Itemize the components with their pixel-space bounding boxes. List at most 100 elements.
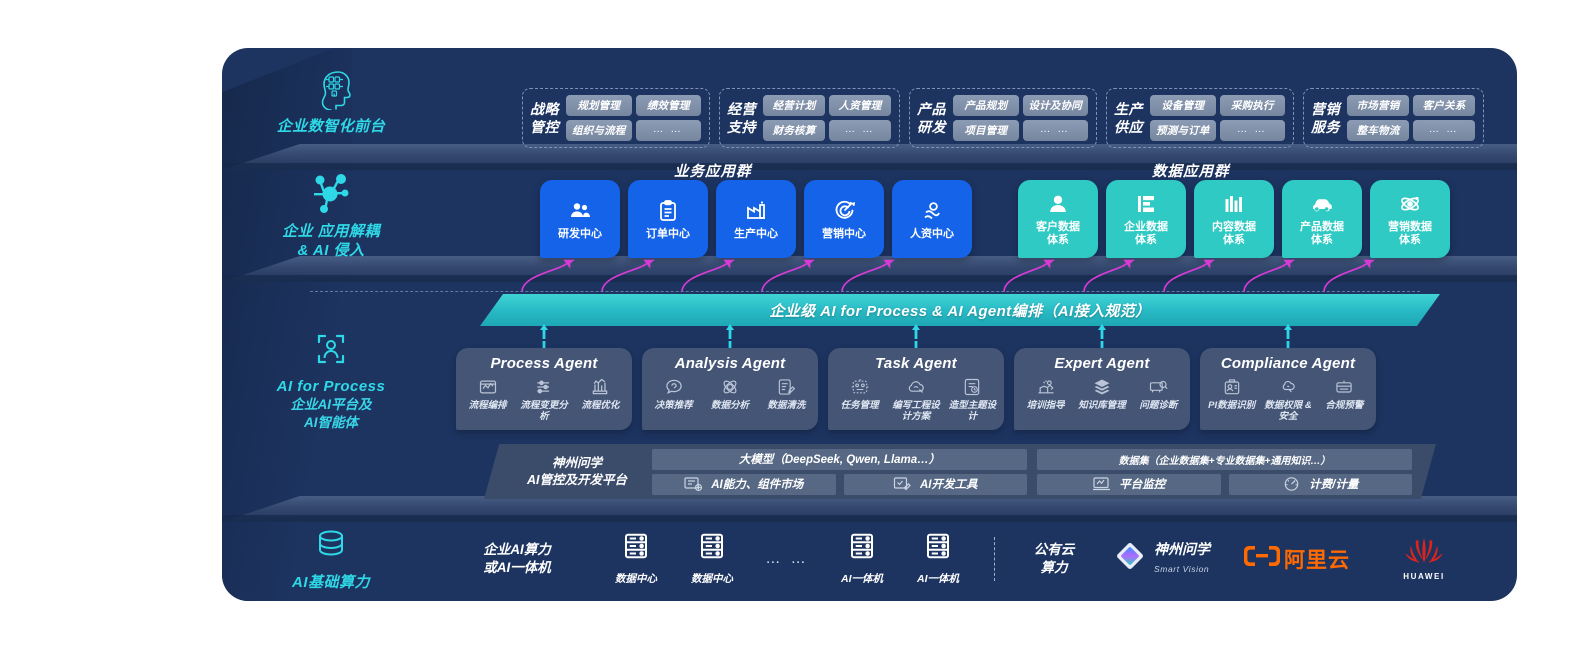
app-card[interactable]: 人资中心	[892, 180, 972, 258]
domain-chip[interactable]: 人资管理	[829, 95, 891, 116]
app-card[interactable]: 生产中心	[716, 180, 796, 258]
app-card[interactable]: 订单中心	[628, 180, 708, 258]
agent-capability-label: 编写工程设计方案	[892, 400, 940, 422]
domain-chip[interactable]: 设计及协同	[1022, 95, 1088, 116]
agent-capability[interactable]: 任务管理	[833, 376, 886, 422]
infra-node[interactable]: 数据中心	[598, 531, 674, 586]
atom-analysis-icon	[720, 376, 740, 397]
vendor-aliyun[interactable]: 阿里云	[1244, 544, 1350, 574]
clipboard-icon	[656, 198, 680, 224]
agent-capability[interactable]: 问题诊断	[1132, 376, 1185, 411]
agent-capability[interactable]: PI数据识别	[1205, 376, 1258, 422]
domain-chip[interactable]: 绩效管理	[635, 95, 701, 116]
infra-node-label: 数据中心	[615, 573, 657, 585]
vendor-huawei[interactable]: HUAWEI	[1402, 536, 1446, 581]
ai-dev-tool-cell[interactable]: AI开发工具	[843, 473, 1027, 495]
billing-cell[interactable]: 计费/计量	[1228, 473, 1412, 495]
domain-chip[interactable]: … …	[1022, 120, 1088, 141]
agent-capability[interactable]: 知识库管理	[1075, 376, 1128, 411]
agent-card[interactable]: Task Agent 任务管理 编写工程设计方案 造型主题设计	[828, 348, 1004, 430]
business-apps-heading: 业务应用群	[674, 164, 752, 180]
agent-capability[interactable]: 数据清洗	[760, 376, 813, 411]
infra-node[interactable]: AI一体机	[824, 531, 900, 586]
infra-node[interactable]: AI一体机	[900, 531, 976, 586]
agent-capability-label: 数据分析	[710, 400, 749, 411]
sliders-icon	[537, 380, 549, 393]
domain-chip[interactable]: 采购执行	[1219, 95, 1285, 116]
app-card[interactable]: 营销中心	[804, 180, 884, 258]
agent-capability[interactable]: 培训指导	[1019, 376, 1072, 411]
domain-chip[interactable]: 客户关系	[1413, 95, 1475, 116]
agent-capability[interactable]: 流程优化	[574, 376, 627, 422]
domain-chip[interactable]: … …	[1413, 120, 1475, 141]
band-label-front: 企业数智化前台	[222, 66, 440, 136]
cloud-pen-icon	[906, 376, 926, 397]
domain-chip[interactable]: 项目管理	[953, 120, 1019, 141]
app-card[interactable]: 营销数据 体系	[1370, 180, 1450, 258]
agent-card[interactable]: Analysis Agent 决策推荐 数据分析 数据清洗	[642, 348, 818, 430]
building-icon	[1138, 196, 1154, 212]
layers-icon	[1094, 379, 1110, 394]
agent-capability[interactable]: 流程编排	[461, 376, 514, 422]
large-model-bar[interactable]: 大模型（DeepSeek, Qwen, Llama…）	[652, 448, 1027, 470]
infra-node-label: 数据中心	[691, 573, 733, 585]
domain-group[interactable]: 战略 管控 规划管理 绩效管理 组织与流程… …	[522, 88, 710, 148]
app-card-label: 订单中心	[646, 227, 690, 240]
agent-capability-label: 流程变更分析	[520, 400, 568, 422]
domain-chip[interactable]: 设备管理	[1150, 95, 1216, 116]
domain-chip[interactable]: 规划管理	[566, 95, 632, 116]
dataset-bar[interactable]: 数据集（企业数据集+专业数据集+通用知识…）	[1037, 448, 1412, 470]
agent-capability[interactable]: 决策推荐	[647, 376, 700, 411]
domain-group[interactable]: 产品 研发 产品规划 设计及协同 项目管理… …	[909, 88, 1097, 148]
domain-chip[interactable]: 预测与订单	[1150, 120, 1216, 141]
vendor-smartvision[interactable]: 神州问学 Smart Vision	[1113, 539, 1210, 578]
data-clean-icon	[776, 376, 796, 397]
layers-icon	[1092, 376, 1112, 397]
agent-card-title: Analysis Agent	[674, 355, 786, 372]
server-rack-icon	[697, 531, 727, 566]
diagnose-icon	[1150, 380, 1168, 392]
car-icon	[1310, 191, 1334, 217]
platform-monitor-cell[interactable]: 平台监控	[1037, 473, 1221, 495]
agent-card-title: Task Agent	[875, 355, 957, 372]
agent-capability[interactable]: 数据分析	[703, 376, 756, 411]
domain-chip[interactable]: 经营计划	[763, 95, 825, 116]
domain-chip[interactable]: … …	[1219, 120, 1285, 141]
public-cloud-label: 公有云 算力	[1033, 541, 1075, 575]
domain-chip[interactable]: 财务核算	[763, 120, 825, 141]
domain-chip[interactable]: 整车物流	[1347, 120, 1409, 141]
agent-card-title: Process Agent	[490, 355, 598, 372]
domain-chip[interactable]: 产品规划	[953, 95, 1019, 116]
app-card[interactable]: 研发中心	[540, 180, 620, 258]
cloud-pen-icon	[908, 380, 924, 393]
atom-icon	[1401, 196, 1419, 211]
domain-chip[interactable]: 市场营销	[1347, 95, 1409, 116]
infra-node[interactable]: 数据中心	[674, 531, 750, 586]
ai-capability-market-cell[interactable]: AI能力、组件市场	[652, 473, 836, 495]
app-card[interactable]: 企业数据 体系	[1106, 180, 1186, 258]
agent-card[interactable]: Compliance Agent PI数据识别 数据权限 & 安全 合规预警	[1200, 348, 1376, 430]
app-card[interactable]: 内容数据 体系	[1194, 180, 1274, 258]
domain-group[interactable]: 营销 服务 市场营销 客户关系 整车物流… …	[1303, 88, 1484, 148]
bars-content-icon	[1222, 191, 1246, 217]
domain-chip-grid: 设备管理 采购执行 预测与订单… …	[1150, 95, 1285, 141]
agent-capability[interactable]: 造型主题设计	[946, 376, 999, 422]
domain-group[interactable]: 生产 供应 设备管理 采购执行 预测与订单… …	[1106, 88, 1294, 148]
app-card[interactable]: 客户数据 体系	[1018, 180, 1098, 258]
domain-chip[interactable]: 组织与流程	[566, 120, 632, 141]
agent-card[interactable]: Expert Agent 培训指导 知识库管理 问题诊断	[1014, 348, 1190, 430]
agent-card[interactable]: Process Agent 流程编排 流程变更分析 流程优化	[456, 348, 632, 430]
agent-capability[interactable]: 数据权限 & 安全	[1261, 376, 1314, 422]
domain-chip[interactable]: … …	[829, 120, 891, 141]
domain-chip[interactable]: … …	[635, 120, 701, 141]
agent-capability-label: 决策推荐	[654, 400, 693, 411]
band-label-text: AI基础算力	[291, 574, 370, 591]
ai-platform-strip: 神州问学 AI管控及开发平台 大模型（DeepSeek, Qwen, Llama…	[484, 444, 1436, 499]
agent-capability[interactable]: 流程变更分析	[517, 376, 570, 422]
agent-capability[interactable]: 合规预警	[1318, 376, 1371, 422]
agent-capability[interactable]: 编写工程设计方案	[889, 376, 942, 422]
target-icon	[832, 198, 856, 224]
app-card[interactable]: 产品数据 体系	[1282, 180, 1362, 258]
domain-group[interactable]: 经营 支持 经营计划 人资管理 财务核算… …	[719, 88, 900, 148]
